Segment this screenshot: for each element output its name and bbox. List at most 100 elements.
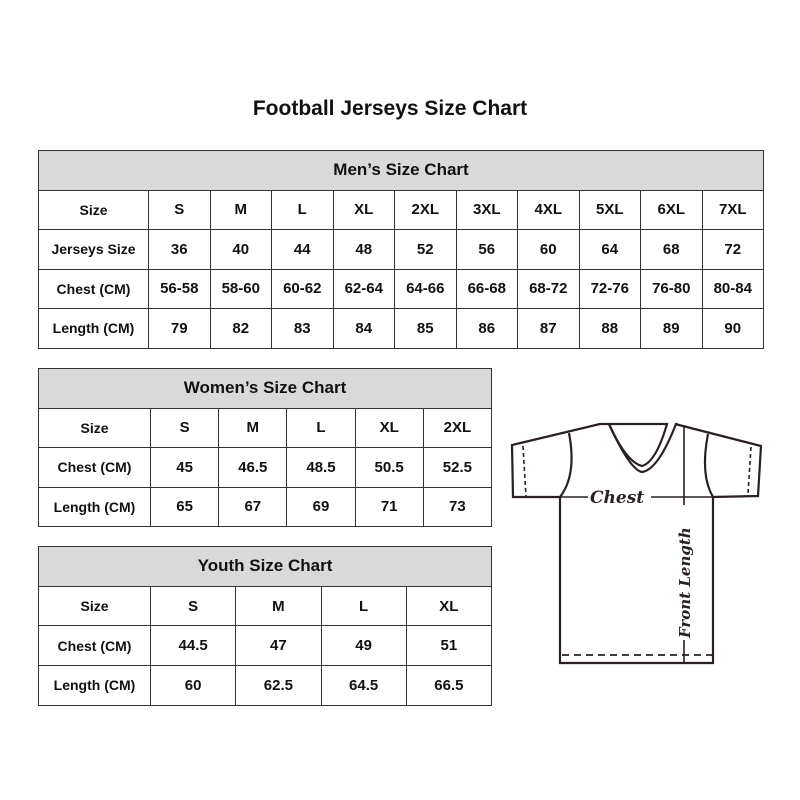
table-cell: 7XL <box>701 189 764 230</box>
row-label: Length (CM) <box>38 308 149 349</box>
table-cell: 71 <box>354 486 424 527</box>
table-cell: 83 <box>271 308 334 349</box>
row-label: Jerseys Size <box>38 229 149 270</box>
table-cell: 87 <box>517 308 580 349</box>
chest-label: Chest <box>590 488 644 508</box>
table-cell: 88 <box>578 308 641 349</box>
table-cell: 46.5 <box>218 447 288 488</box>
table-cell: 72-76 <box>578 268 641 309</box>
table-cell: S <box>149 585 237 627</box>
table-cell: M <box>235 585 322 627</box>
jersey-measurement-diagram: Chest Front Length <box>510 422 763 665</box>
row-label: Size <box>38 407 151 448</box>
table-cell: 66.5 <box>405 665 493 706</box>
table-cell: 2XL <box>422 407 493 448</box>
table-row: Jerseys Size 36 40 44 48 52 56 60 64 68 72 <box>38 229 764 270</box>
table-cell: 56 <box>455 229 518 270</box>
table-cell: 3XL <box>455 189 518 230</box>
table-row: Length (CM) 65 67 69 71 73 <box>38 486 493 527</box>
row-label: Size <box>38 189 149 230</box>
table-cell: 40 <box>209 229 272 270</box>
table-cell: 48.5 <box>286 447 356 488</box>
women-table-heading: Women’s Size Chart <box>38 368 492 409</box>
left-armhole <box>559 432 573 498</box>
men-size-table: Men’s Size Chart Size S M L XL 2XL 3XL 4XL 5XL 6X… <box>38 150 764 349</box>
table-row: Length (CM) 79 82 83 84 85 86 87 88 89 90 <box>38 308 764 349</box>
table-row: Size S M L XL 2XL <box>38 407 493 448</box>
table-cell: 72 <box>701 229 764 270</box>
table-cell: 49 <box>320 625 407 667</box>
table-row: Chest (CM) 45 46.5 48.5 50.5 52.5 <box>38 447 493 488</box>
front-length-label: Front Length <box>676 527 694 639</box>
table-cell: 4XL <box>517 189 580 230</box>
table-cell: 5XL <box>578 189 641 230</box>
table-row: Length (CM) 60 62.5 64.5 66.5 <box>38 665 493 706</box>
table-cell: 52 <box>394 229 457 270</box>
table-cell: XL <box>354 407 424 448</box>
table-cell: 52.5 <box>422 447 493 488</box>
table-cell: 48 <box>332 229 395 270</box>
row-label: Chest (CM) <box>38 625 151 667</box>
table-cell: 66-68 <box>455 268 518 309</box>
youth-table-heading: Youth Size Chart <box>38 546 492 587</box>
jersey-outline <box>510 422 763 665</box>
row-label: Chest (CM) <box>38 268 149 309</box>
table-cell: L <box>320 585 407 627</box>
table-cell: 69 <box>286 486 356 527</box>
table-cell: 62-64 <box>332 268 395 309</box>
table-cell: 90 <box>701 308 764 349</box>
table-cell: 6XL <box>640 189 703 230</box>
table-cell: L <box>286 407 356 448</box>
table-cell: S <box>149 407 220 448</box>
table-cell: 85 <box>394 308 457 349</box>
table-cell: 51 <box>405 625 493 667</box>
table-row: Chest (CM) 44.5 47 49 51 <box>38 625 493 667</box>
row-label: Size <box>38 585 151 627</box>
table-cell: 86 <box>455 308 518 349</box>
table-cell: 50.5 <box>354 447 424 488</box>
right-armhole <box>703 433 714 498</box>
row-label: Length (CM) <box>38 665 151 706</box>
table-cell: XL <box>405 585 493 627</box>
table-row: Size S M L XL <box>38 585 493 627</box>
table-cell: 82 <box>209 308 272 349</box>
youth-size-table: Youth Size Chart Size S M L XL Chest (CM) 44.5… <box>38 546 493 706</box>
table-cell: 79 <box>148 308 211 349</box>
table-cell: 44.5 <box>149 625 237 667</box>
table-row: Chest (CM) 56-58 58-60 60-62 62-64 64-66 66-68… <box>38 268 764 309</box>
row-label: Length (CM) <box>38 486 151 527</box>
table-cell: XL <box>332 189 395 230</box>
table-cell: 68-72 <box>517 268 580 309</box>
table-cell: M <box>218 407 288 448</box>
men-table-heading: Men’s Size Chart <box>38 150 764 191</box>
collar <box>607 422 669 468</box>
table-cell: 73 <box>422 486 493 527</box>
table-cell: 44 <box>271 229 334 270</box>
row-label: Chest (CM) <box>38 447 151 488</box>
table-cell: 60 <box>517 229 580 270</box>
table-cell: 62.5 <box>235 665 322 706</box>
table-cell: 89 <box>640 308 703 349</box>
table-cell: 64 <box>578 229 641 270</box>
right-cuff <box>747 446 752 495</box>
table-cell: L <box>271 189 334 230</box>
left-cuff <box>522 445 527 497</box>
table-cell: M <box>209 189 272 230</box>
table-cell: 60-62 <box>271 268 334 309</box>
page-title: Football Jerseys Size Chart <box>252 97 528 120</box>
table-cell: 64.5 <box>320 665 407 706</box>
table-cell: S <box>148 189 211 230</box>
table-row: Size S M L XL 2XL 3XL 4XL 5XL 6XL 7XL <box>38 189 764 230</box>
table-cell: 84 <box>332 308 395 349</box>
table-cell: 68 <box>640 229 703 270</box>
table-cell: 60 <box>149 665 237 706</box>
table-cell: 56-58 <box>148 268 211 309</box>
table-cell: 80-84 <box>701 268 764 309</box>
table-cell: 45 <box>149 447 220 488</box>
table-cell: 47 <box>235 625 322 667</box>
table-cell: 76-80 <box>640 268 703 309</box>
table-cell: 65 <box>149 486 220 527</box>
table-cell: 67 <box>218 486 288 527</box>
table-cell: 36 <box>148 229 211 270</box>
